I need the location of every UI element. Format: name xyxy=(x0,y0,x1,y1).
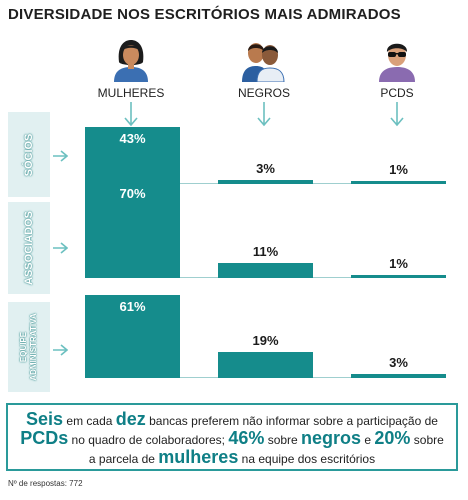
column-header-pcds: PCDS xyxy=(380,86,414,100)
bar-value-label: 19% xyxy=(252,333,279,349)
row-label-line1: EQUIPE xyxy=(19,331,28,363)
bar-pcds xyxy=(351,373,446,378)
bar-mulheres xyxy=(85,295,180,378)
two-men-avatar-icon xyxy=(242,43,285,82)
column-header-negros: NEGROS xyxy=(237,86,290,100)
chart-title: DIVERSIDADE NOS ESCRITÓRIOS MAIS ADMIRAD… xyxy=(8,6,401,23)
bar-value-label: 3% xyxy=(389,354,408,370)
bar-value-label: 11% xyxy=(252,243,279,259)
note-negros: negros xyxy=(301,428,362,448)
note-text: no quadro de colaboradores; xyxy=(68,433,229,447)
note-text: e xyxy=(361,433,375,447)
row-label-line2: ADMINISTRATIVA xyxy=(29,313,38,381)
response-count: Nº de respostas: 772 xyxy=(8,479,83,488)
woman-avatar-icon xyxy=(114,40,148,82)
bar-negros xyxy=(218,352,313,378)
note-text: em cada xyxy=(63,414,116,428)
arrow-right-icon xyxy=(53,150,68,162)
bar-value-label: 3% xyxy=(256,161,275,177)
row-label-socios: SÓCIOS xyxy=(8,112,50,197)
note-text: sobre a parcela de xyxy=(88,433,444,466)
note-20: 20% xyxy=(374,428,411,448)
bar-row-socios: 43% 3% 1% xyxy=(85,107,460,184)
note-mulheres: mulheres xyxy=(158,447,239,467)
bar-negros xyxy=(218,180,313,184)
bar-row-equipe-administrativa: 61% 19% 3% xyxy=(85,275,460,378)
row-label-text: SÓCIOS xyxy=(23,133,35,176)
bar-mulheres xyxy=(85,182,180,278)
note-text: sobre xyxy=(264,433,302,447)
bar-value-label: 1% xyxy=(389,256,408,271)
bar-value-label: 61% xyxy=(119,299,146,314)
column-header-mulheres: MULHERES xyxy=(97,86,165,100)
note-text: bancas preferem não informar sobre a par… xyxy=(145,414,438,428)
row-label-associados: ASSOCIADOS xyxy=(8,202,50,294)
bar-value-label: 1% xyxy=(389,162,408,177)
summary-note: Seis em cada dez bancas preferem não inf… xyxy=(6,403,458,471)
bar-mulheres xyxy=(85,127,180,184)
note-dez: dez xyxy=(115,409,146,429)
note-text: na equipe dos escritórios xyxy=(238,452,376,466)
arrow-right-icon xyxy=(53,344,68,356)
note-46: 46% xyxy=(228,428,265,448)
row-label-text: ASSOCIADOS xyxy=(23,211,35,285)
bar-negros xyxy=(218,262,313,278)
note-seis: Seis xyxy=(26,409,64,429)
bar-value-label: 43% xyxy=(119,131,146,146)
row-label-equipe-administrativa: EQUIPE ADMINISTRATIVA xyxy=(8,302,50,392)
arrow-down-icon xyxy=(390,102,404,127)
bar-pcds xyxy=(351,181,446,184)
note-pcds: PCDs xyxy=(20,428,69,448)
arrow-down-icon xyxy=(124,102,138,127)
bar-pcds xyxy=(351,275,446,278)
arrow-right-icon xyxy=(53,242,68,254)
man-sunglasses-avatar-icon xyxy=(379,43,415,82)
bar-row-associados: 70% 11% 1% xyxy=(85,162,460,278)
row-label-text: EQUIPE ADMINISTRATIVA xyxy=(19,313,39,380)
bar-value-label: 70% xyxy=(119,186,146,201)
arrow-down-icon xyxy=(257,102,271,127)
